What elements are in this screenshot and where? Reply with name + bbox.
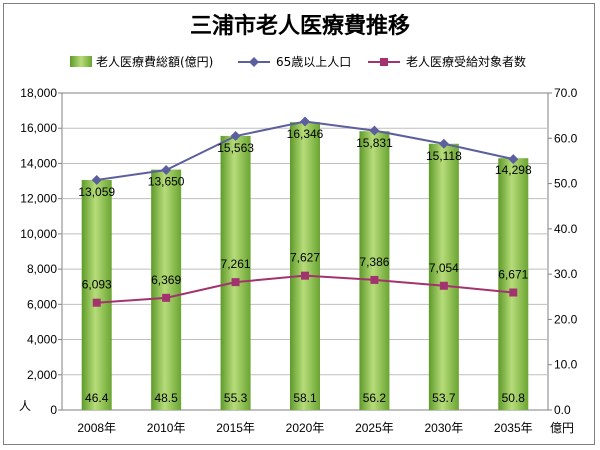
legend-label-recipients: 老人医療受給対象者数: [406, 54, 526, 69]
bar: [151, 169, 182, 410]
legend-swatch-bar: [70, 56, 92, 67]
bar-value-label: 15,831: [356, 136, 393, 150]
x-tick-label: 2008年: [77, 421, 116, 435]
bar-value-label: 15,118: [426, 149, 462, 163]
legend-marker-recipients: [380, 58, 388, 66]
bar: [498, 158, 529, 410]
y-right-tick-label: 20.0: [554, 312, 578, 326]
marker-recipients: [231, 278, 240, 287]
y-left-tick-label: 12,000: [20, 192, 57, 206]
chart-title: 三浦市老人医療費推移: [190, 13, 410, 39]
bar-bottom-label: 46.4: [85, 391, 109, 405]
bar-bottom-label: 50.8: [502, 391, 526, 405]
bar-value-label: 13,059: [78, 185, 115, 199]
bar: [220, 135, 251, 410]
y-left-unit: 人: [19, 399, 31, 413]
marker-65-population: [161, 164, 172, 175]
y-right-tick-label: 30.0: [554, 267, 578, 281]
bar-value-label: 15,563: [217, 141, 254, 155]
marker-65-population: [300, 116, 310, 127]
x-tick-label: 2020年: [286, 421, 325, 435]
recipients-value-label: 7,054: [429, 261, 459, 275]
bar: [359, 131, 390, 411]
bar-value-label: 13,650: [148, 175, 185, 189]
y-left-tick-label: 6,000: [27, 297, 57, 311]
marker-65-population: [369, 125, 380, 136]
y-right-tick-label: 70.0: [554, 86, 578, 100]
y-left-tick-label: 4,000: [27, 333, 57, 347]
bar-bottom-label: 53.7: [432, 391, 456, 405]
marker-recipients: [162, 293, 171, 302]
x-tick-label: 2025年: [355, 421, 394, 435]
x-tick-label: 2010年: [147, 421, 186, 435]
y-left-tick-label: 0: [50, 403, 57, 417]
y-left-tick-label: 10,000: [20, 227, 57, 241]
recipients-value-label: 6,369: [151, 273, 181, 287]
y-right-tick-label: 40.0: [554, 222, 578, 236]
axes: 0 2,000 4,000 6,000 8,000 10,000 12,000 14,000 1…: [19, 86, 578, 435]
marker-recipients: [509, 288, 518, 297]
legend-label-pop: 65歳以上人口: [276, 55, 351, 69]
y-left-tick-label: 2,000: [27, 368, 57, 382]
marker-recipients: [92, 298, 101, 307]
bar: [428, 143, 459, 410]
legend-marker-pop: [249, 57, 259, 67]
bar: [290, 122, 320, 410]
marker-65-population: [91, 174, 102, 185]
legend-label-bar: 老人医療費総額(億円): [96, 54, 213, 69]
y-right-tick-label: 60.0: [554, 131, 578, 145]
line-series: [91, 116, 519, 307]
marker-recipients: [370, 275, 379, 284]
bar-bottom-label: 48.5: [154, 391, 178, 405]
recipients-value-label: 7,627: [290, 251, 320, 265]
x-tick-label: 2015年: [216, 421, 255, 435]
legend: 老人医療費総額(億円) 65歳以上人口 老人医療受給対象者数: [70, 54, 526, 69]
marker-recipients: [301, 271, 309, 280]
recipients-value-label: 6,671: [498, 268, 528, 282]
bar-value-label: 16,346: [287, 127, 324, 141]
marker-65-population: [438, 138, 449, 149]
y-right-tick-label: 10.0: [554, 358, 578, 372]
bar-bottom-label: 56.2: [363, 391, 387, 405]
bar-bottom-label: 55.3: [224, 391, 248, 405]
marker-65-population: [508, 154, 519, 165]
recipients-value-label: 7,261: [221, 257, 251, 271]
bar-bottom-label: 58.1: [293, 391, 317, 405]
x-tick-label: 2030年: [425, 421, 464, 435]
y-right-tick-label: 50.0: [554, 177, 578, 191]
y-left-tick-label: 14,000: [20, 156, 57, 170]
marker-recipients: [439, 281, 448, 290]
x-tick-label: 2035年: [494, 421, 533, 435]
bar: [81, 180, 112, 410]
y-right-unit: 億円: [550, 421, 574, 435]
data-labels: 13,059 46.4 13,650 48.5 15,563 55.3 16,346 58.1…: [78, 127, 532, 405]
bar-value-label: 14,298: [495, 163, 532, 177]
y-left-tick-label: 18,000: [20, 86, 57, 100]
y-left-tick-label: 16,000: [20, 121, 57, 135]
marker-65-population: [230, 131, 241, 142]
bar-series: [81, 122, 529, 411]
y-right-tick-label: 0.0: [554, 403, 571, 417]
recipients-value-label: 6,093: [82, 278, 112, 292]
recipients-value-label: 7,386: [359, 255, 389, 269]
y-left-tick-label: 8,000: [27, 262, 57, 276]
